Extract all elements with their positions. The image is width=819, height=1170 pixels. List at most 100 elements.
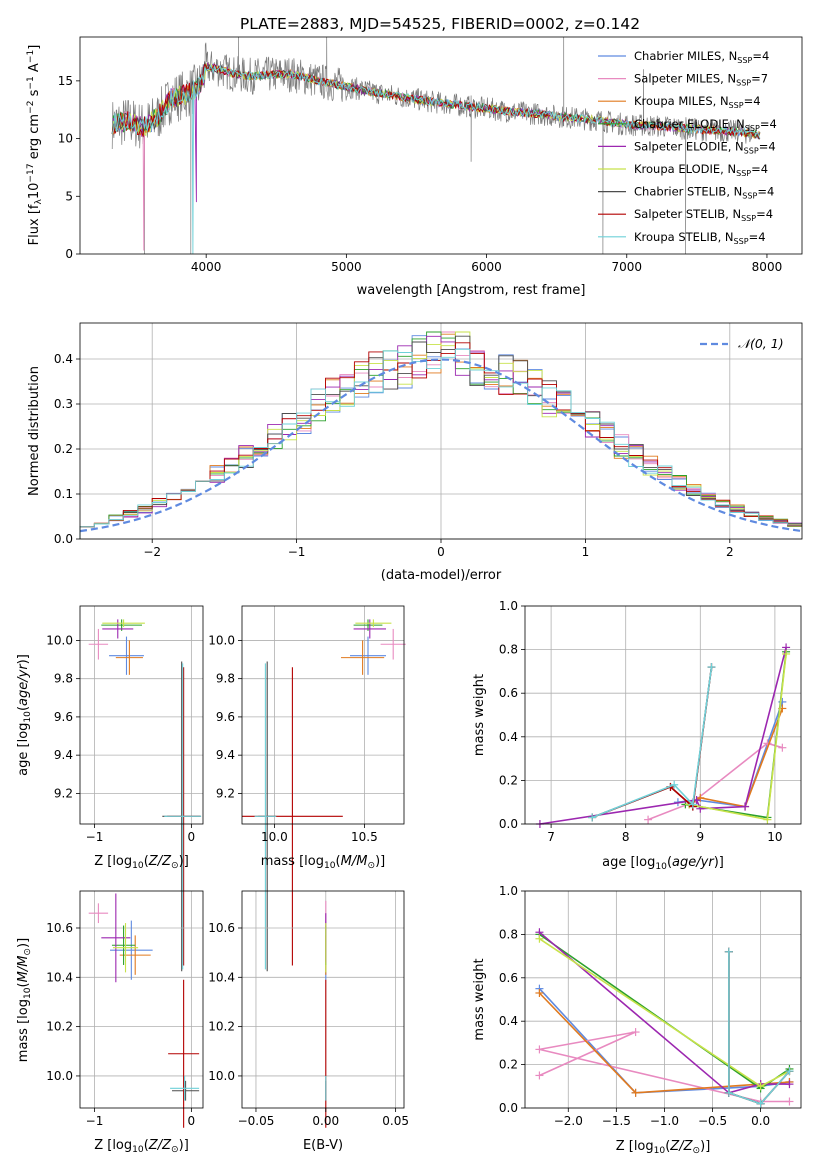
- data-point: [535, 934, 544, 943]
- errorbar-kroupa-elodie: [355, 619, 392, 628]
- x-axis-label: wavelength [Angstrom, rest frame]: [357, 283, 586, 298]
- y-tick-label: 10.0: [208, 1069, 235, 1083]
- legend-label: Kroupa STELIB, NSSP=4: [634, 230, 766, 246]
- data-point: [741, 802, 750, 811]
- errorbar-chabrier-stelib: [172, 1080, 200, 1101]
- errorbar-chabrier-miles: [109, 636, 144, 675]
- legend-label: 𝒩(0, 1): [738, 336, 784, 351]
- series-line: [591, 666, 713, 819]
- x-tick-label: 5000: [331, 260, 362, 274]
- data-point: [763, 815, 772, 824]
- legend: 𝒩(0, 1): [700, 336, 784, 351]
- x-tick-label: 9: [696, 830, 704, 844]
- y-tick-label: 0.2: [499, 1058, 518, 1072]
- data-point: [778, 743, 787, 752]
- data-point: [785, 1080, 794, 1089]
- y-tick-label: 0.6: [499, 686, 518, 700]
- normal-reference-curve: [79, 358, 803, 533]
- y-tick-label: 0.4: [499, 1014, 518, 1028]
- axes-frame: [79, 36, 803, 255]
- x-tick-label: −0.5: [698, 1114, 727, 1128]
- x-tick-label: 1: [582, 545, 590, 559]
- x-tick-label: −1.0: [650, 1114, 679, 1128]
- y-axis-label: mass weight: [472, 674, 487, 756]
- x-tick-label: −2.0: [554, 1114, 583, 1128]
- legend-label: Salpeter MILES, NSSP=7: [634, 72, 768, 88]
- y-tick-label: 0.6: [499, 971, 518, 985]
- x-tick-label: 8000: [752, 260, 783, 274]
- errorbar-chabrier-miles: [110, 920, 153, 980]
- y-tick-label: 1.0: [499, 884, 518, 898]
- y-tick-label: 10.0: [46, 1069, 73, 1083]
- data-point: [756, 1082, 765, 1091]
- series-kroupa-stelib: [724, 947, 794, 1108]
- y-tick-label: 9.4: [54, 748, 73, 762]
- x-tick-label: 10: [767, 830, 782, 844]
- series-kroupa-elodie: [535, 934, 794, 1091]
- axes-frame: [524, 890, 802, 1109]
- data-point: [707, 663, 716, 672]
- x-tick-label: 4000: [191, 260, 222, 274]
- x-tick-label: 0: [437, 545, 445, 559]
- x-tick-label: 0: [188, 830, 196, 844]
- panel-mass-vs-z: −1 0 10.0 10.2 10.4 10.6 Z [log10(Z/Z⊙)] mass […: [16, 890, 204, 1155]
- figure-title: PLATE=2883, MJD=54525, FIBERID=0002, z=0…: [240, 15, 640, 33]
- model-spectrum-salpeter-miles: [111, 63, 761, 251]
- y-tick-label: 10.2: [208, 1020, 235, 1034]
- y-axis-label: Normed distribution: [27, 366, 42, 496]
- x-axis-label: Z [log10(Z/Z⊙)]: [94, 854, 189, 871]
- plot-area-age-vs-z: [88, 619, 202, 972]
- y-tick-label: 9.2: [54, 786, 73, 800]
- errorbar-kroupa-stelib: [164, 663, 202, 970]
- x-tick-label: 0.0: [751, 1114, 770, 1128]
- series-salpeter-elodie: [535, 643, 791, 828]
- plot-area-weight-vs-age: [535, 643, 791, 828]
- y-tick-label: 0.2: [499, 773, 518, 787]
- errorbar-salpeter-elodie: [353, 619, 386, 639]
- plot-area-weight-vs-z: [535, 928, 794, 1108]
- y-tick-label: 0: [65, 247, 73, 261]
- plot-area-age-vs-mass: [242, 619, 406, 972]
- y-tick-label: 10.2: [46, 1020, 73, 1034]
- x-tick-label: 6000: [471, 260, 502, 274]
- data-point: [588, 813, 597, 822]
- series-line: [538, 931, 790, 1094]
- data-point: [724, 1088, 733, 1097]
- x-tick-label: 8: [622, 830, 630, 844]
- errorbar-salpeter-miles: [88, 903, 109, 924]
- series-chabrier-elodie: [681, 647, 791, 822]
- axes-frame: [79, 890, 204, 1109]
- series-kroupa-stelib: [588, 663, 716, 822]
- series-line: [677, 701, 784, 808]
- x-tick-label: 0.05: [382, 1114, 409, 1128]
- data-point: [724, 947, 733, 956]
- errorbar-chabrier-miles: [350, 636, 386, 675]
- y-tick-label: 10: [58, 132, 73, 146]
- x-tick-label: 10.0: [261, 830, 288, 844]
- panel-weight-vs-age: 7 8 9 10 0.0 0.2 0.4 0.6 0.8 1.0 age [log10(age/yr…: [472, 599, 802, 872]
- y-tick-label: 10.0: [208, 633, 235, 647]
- x-tick-label: −1: [86, 830, 104, 844]
- data-point: [631, 1028, 640, 1037]
- x-axis-label: E(B-V): [303, 1138, 343, 1153]
- y-tick-label: 0.0: [499, 817, 518, 831]
- panel-residuals: −2 −1 0 1 2 0.0 0.1 0.2 0.3 0.4 (data-model)/error…: [27, 322, 803, 583]
- y-tick-label: 0.0: [54, 532, 73, 546]
- y-tick-label: 0.4: [54, 352, 73, 366]
- y-tick-label: 1.0: [499, 599, 518, 613]
- legend-label: Chabrier MILES, NSSP=4: [634, 49, 769, 65]
- errorbar-salpeter-miles: [88, 628, 109, 660]
- plot-area-mass-vs-z: [88, 893, 200, 1128]
- x-axis-label: (data-model)/error: [381, 568, 502, 583]
- data-point: [670, 780, 679, 789]
- errorbar-kroupa-elodie: [112, 923, 139, 973]
- y-tick-label: 0.2: [54, 442, 73, 456]
- errorbar-kroupa-stelib: [170, 1075, 200, 1101]
- y-axis-label: Flux [fλ10−17 erg cm−2 s−1 A−1]: [26, 45, 44, 246]
- model-spectrum-chabrier-elodie: [111, 62, 761, 138]
- errorbar-salpeter-miles: [380, 628, 406, 660]
- x-tick-label: −0.05: [238, 1114, 275, 1128]
- legend-label: Kroupa ELODIE, NSSP=4: [634, 162, 768, 178]
- data-point: [756, 1099, 765, 1108]
